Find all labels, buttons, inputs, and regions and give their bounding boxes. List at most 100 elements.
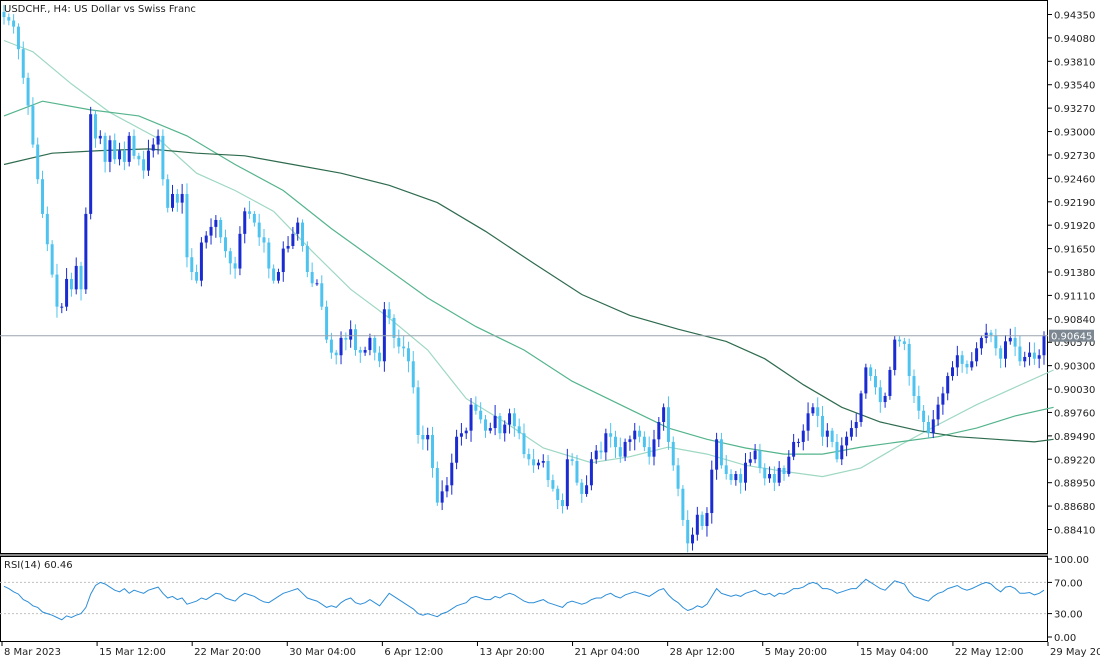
- candle-body: [233, 263, 237, 269]
- candle-body: [965, 363, 969, 368]
- time-label: 5 May 20:00: [765, 647, 827, 658]
- candle-body: [763, 467, 767, 479]
- candle-body: [825, 430, 829, 437]
- candle-body: [118, 150, 122, 160]
- candle-body: [257, 222, 261, 238]
- candle-body: [402, 346, 406, 349]
- candle-body: [638, 430, 642, 437]
- time-label: 21 Apr 04:00: [575, 647, 640, 658]
- candle-body: [931, 419, 935, 434]
- price-tick-label: 0.91920: [1054, 221, 1095, 232]
- candle-body: [1018, 346, 1022, 362]
- candle-body: [55, 274, 59, 307]
- candle-body: [994, 335, 998, 349]
- candle-body: [498, 415, 502, 434]
- candle-body: [941, 393, 945, 405]
- candle-body: [479, 410, 483, 420]
- candle-body: [796, 441, 800, 443]
- time-label: 15 Mar 12:00: [99, 647, 166, 658]
- candle-body: [16, 26, 20, 50]
- candle-body: [859, 393, 863, 422]
- candle-body: [503, 424, 507, 434]
- candle-body: [772, 474, 776, 483]
- candle-body: [267, 242, 271, 269]
- candle-body: [917, 395, 921, 411]
- candle-body: [445, 485, 449, 492]
- candle-body: [532, 459, 536, 466]
- candle-body: [782, 467, 786, 475]
- rsi-level-label: 70.00: [1054, 578, 1083, 589]
- candle-body: [214, 219, 218, 227]
- rsi-label: RSI(14) 60.46: [4, 560, 73, 571]
- candle-body: [691, 534, 695, 544]
- candle-body: [373, 337, 377, 353]
- candle-body: [1042, 335, 1046, 356]
- price-tick-label: 0.93270: [1054, 104, 1095, 115]
- rsi-line: [3, 578, 1045, 621]
- candle-body: [835, 441, 839, 460]
- candle-body: [849, 428, 853, 437]
- candle-body: [349, 329, 353, 340]
- candle-body: [411, 361, 415, 388]
- candle-body: [392, 317, 396, 338]
- candle-body: [864, 367, 868, 394]
- candle-body: [556, 488, 560, 501]
- candle-body: [806, 413, 810, 431]
- candle-body: [883, 395, 887, 403]
- candle-body: [570, 459, 574, 462]
- candle-body: [310, 272, 314, 284]
- price-pane[interactable]: [0, 0, 1048, 554]
- candle-body: [493, 415, 497, 429]
- candle-body: [353, 329, 357, 351]
- time-label: 22 May 12:00: [955, 647, 1024, 658]
- candle-body: [604, 433, 608, 453]
- candle-body: [455, 436, 459, 463]
- candle-body: [936, 404, 940, 420]
- candle-body: [633, 430, 637, 440]
- candle-body: [960, 355, 964, 364]
- candle-body: [854, 421, 858, 429]
- candle-body: [1008, 337, 1012, 342]
- candle-body: [45, 213, 49, 245]
- candle-body: [508, 413, 512, 425]
- price-tick-label: 0.91380: [1054, 268, 1095, 279]
- candle-body: [21, 49, 25, 78]
- price-tick-label: 0.91110: [1054, 291, 1095, 302]
- candle-body: [488, 428, 492, 431]
- time-label: 30 Mar 04:00: [289, 647, 356, 658]
- candle-body: [724, 465, 728, 475]
- candle-body: [888, 369, 892, 396]
- candle-body: [758, 450, 762, 468]
- price-axis: 0.94350 0.94080 0.93810 0.93540 0.93270 0.930…: [1047, 11, 1095, 537]
- candle-body: [623, 441, 627, 457]
- candle-body: [151, 144, 155, 151]
- candle-body: [281, 248, 285, 272]
- candle-body: [190, 257, 194, 272]
- candle-body: [657, 421, 661, 440]
- candle-body: [175, 193, 179, 203]
- candle-body: [613, 436, 617, 448]
- candle-body: [137, 155, 141, 160]
- candle-body: [517, 426, 521, 434]
- rsi-pane[interactable]: [0, 556, 1048, 642]
- candle-body: [325, 306, 329, 340]
- price-tick-label: 0.89490: [1054, 432, 1095, 443]
- candle-body: [262, 237, 266, 243]
- candle-body: [464, 430, 468, 434]
- candle-body: [248, 211, 252, 214]
- candle-body: [551, 480, 555, 489]
- price-tick-label: 0.92730: [1054, 151, 1095, 162]
- candle-body: [2, 11, 6, 18]
- candle-body: [666, 407, 670, 442]
- candle-body: [628, 439, 632, 442]
- candle-body: [792, 441, 796, 457]
- price-tick-label: 0.90300: [1054, 362, 1095, 373]
- candle-body: [907, 343, 911, 377]
- candle-body: [594, 450, 598, 460]
- candle-body: [695, 514, 699, 535]
- rsi-indicator: 100.00 70.00 30.00 0.00: [0, 555, 1089, 644]
- candle-body: [845, 436, 849, 446]
- candle-body: [252, 213, 256, 223]
